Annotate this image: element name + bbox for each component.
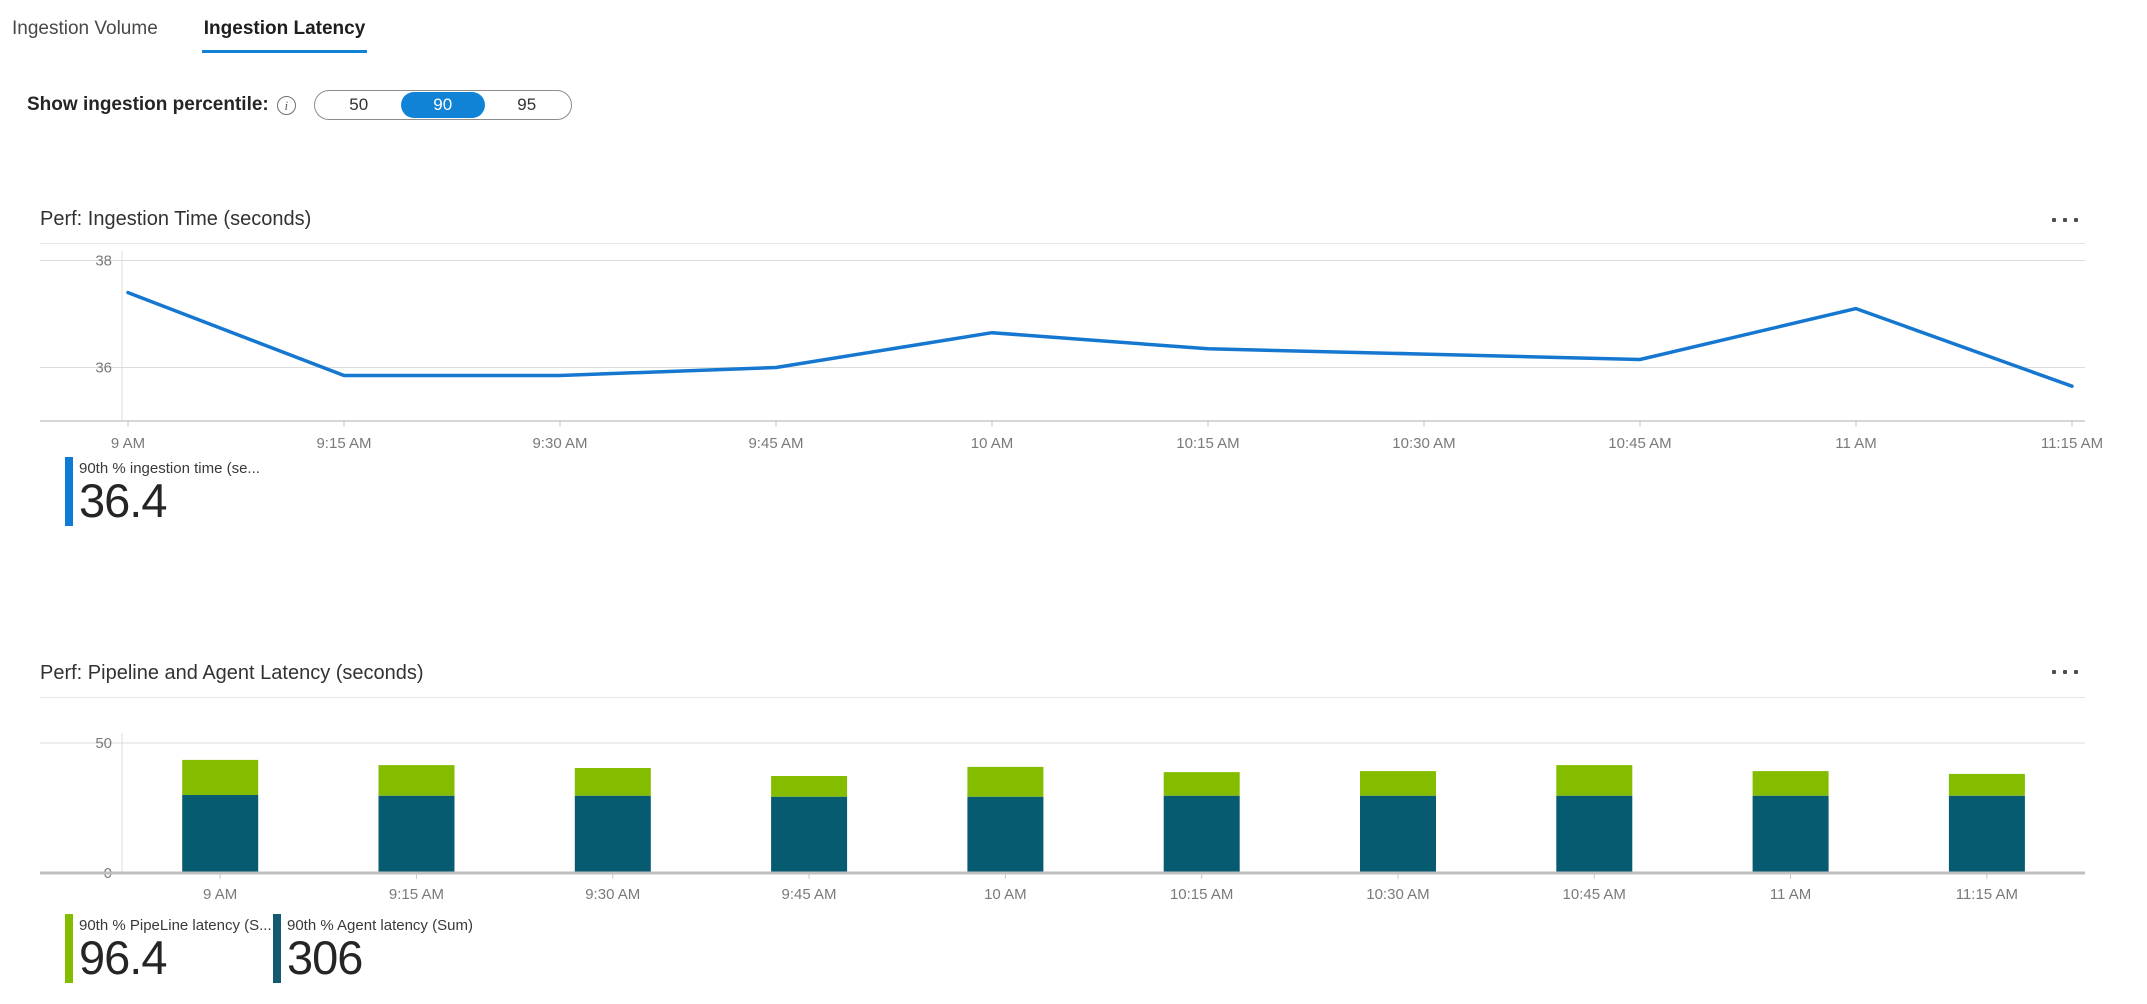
svg-text:10 AM: 10 AM	[984, 886, 1027, 903]
ellipsis-icon	[2052, 218, 2056, 222]
legend-value: 306	[287, 931, 363, 984]
tab-ingestion-latency[interactable]: Ingestion Latency	[201, 12, 368, 53]
legend-color-bar	[65, 914, 73, 983]
ellipsis-icon	[2063, 218, 2067, 222]
svg-text:10:15 AM: 10:15 AM	[1170, 886, 1233, 903]
legend-value: 36.4	[79, 474, 167, 527]
divider	[40, 243, 2085, 244]
percentile-option-95[interactable]: 95	[485, 92, 569, 118]
percentile-option-90[interactable]: 90	[400, 92, 485, 118]
svg-text:11 AM: 11 AM	[1770, 886, 1811, 903]
legend-value: 96.4	[79, 931, 167, 984]
svg-text:11:15 AM: 11:15 AM	[2041, 435, 2103, 452]
svg-text:50: 50	[95, 735, 112, 752]
svg-text:10:30 AM: 10:30 AM	[1392, 435, 1455, 452]
legend-agent-latency: 90th % Agent latency (Sum) 306	[273, 914, 473, 983]
svg-text:9:45 AM: 9:45 AM	[782, 886, 837, 903]
percentile-toggle: 50 90 95	[313, 90, 572, 120]
info-icon[interactable]: i	[276, 95, 296, 115]
ingestion-time-chart-menu-button[interactable]	[2042, 206, 2088, 234]
legend-label: 90th % Agent latency (Sum)	[287, 917, 473, 934]
pipeline-agent-latency-chart-menu-button[interactable]	[2042, 658, 2088, 686]
legend-label: 90th % PipeLine latency (S...	[79, 917, 272, 934]
ingestion-time-chart-title: Perf: Ingestion Time (seconds)	[40, 208, 312, 230]
svg-text:9:15 AM: 9:15 AM	[389, 886, 444, 903]
svg-text:9:30 AM: 9:30 AM	[532, 435, 587, 452]
pipeline-agent-latency-chart-title: Perf: Pipeline and Agent Latency (second…	[40, 662, 424, 684]
legend-text: 90th % Agent latency (Sum) 306	[287, 914, 473, 983]
ellipsis-icon	[2063, 670, 2067, 674]
legend-color-bar	[65, 457, 73, 526]
ellipsis-icon	[2052, 670, 2056, 674]
ellipsis-icon	[2074, 218, 2078, 222]
percentile-row: Show ingestion percentile: i 50 90 95	[27, 88, 572, 122]
svg-text:11 AM: 11 AM	[1835, 435, 1876, 452]
svg-text:10:15 AM: 10:15 AM	[1176, 435, 1239, 452]
svg-text:9:45 AM: 9:45 AM	[748, 435, 803, 452]
tab-bar: Ingestion Volume Ingestion Latency	[10, 12, 368, 53]
svg-text:11:15 AM: 11:15 AM	[1956, 886, 2018, 903]
svg-text:9:15 AM: 9:15 AM	[316, 435, 371, 452]
svg-text:9 AM: 9 AM	[203, 886, 237, 903]
svg-text:10 AM: 10 AM	[971, 435, 1014, 452]
tab-ingestion-volume[interactable]: Ingestion Volume	[12, 18, 158, 39]
legend-ingestion-time: 90th % ingestion time (se... 36.4	[65, 457, 260, 526]
legend-label: 90th % ingestion time (se...	[79, 460, 260, 477]
svg-text:10:45 AM: 10:45 AM	[1608, 435, 1671, 452]
legend-text: 90th % ingestion time (se... 36.4	[79, 457, 260, 526]
percentile-label: Show ingestion percentile:	[27, 94, 269, 115]
divider	[40, 697, 2085, 698]
ingestion-time-chart: 38 36 9 AM 9:15 AM 9:30 AM 9:45 AM 10 AM 10:15 …	[40, 251, 2103, 452]
svg-text:10:30 AM: 10:30 AM	[1366, 886, 1429, 903]
svg-text:36: 36	[95, 360, 112, 377]
legend-color-bar	[273, 914, 281, 983]
svg-text:9:30 AM: 9:30 AM	[585, 886, 640, 903]
ellipsis-icon	[2074, 670, 2078, 674]
legend-pipeline-latency: 90th % PipeLine latency (S... 96.4	[65, 914, 272, 983]
legend-text: 90th % PipeLine latency (S... 96.4	[79, 914, 272, 983]
svg-text:38: 38	[95, 253, 112, 270]
svg-text:9 AM: 9 AM	[111, 435, 145, 452]
svg-text:10:45 AM: 10:45 AM	[1563, 886, 1626, 903]
percentile-option-50[interactable]: 50	[317, 92, 401, 118]
